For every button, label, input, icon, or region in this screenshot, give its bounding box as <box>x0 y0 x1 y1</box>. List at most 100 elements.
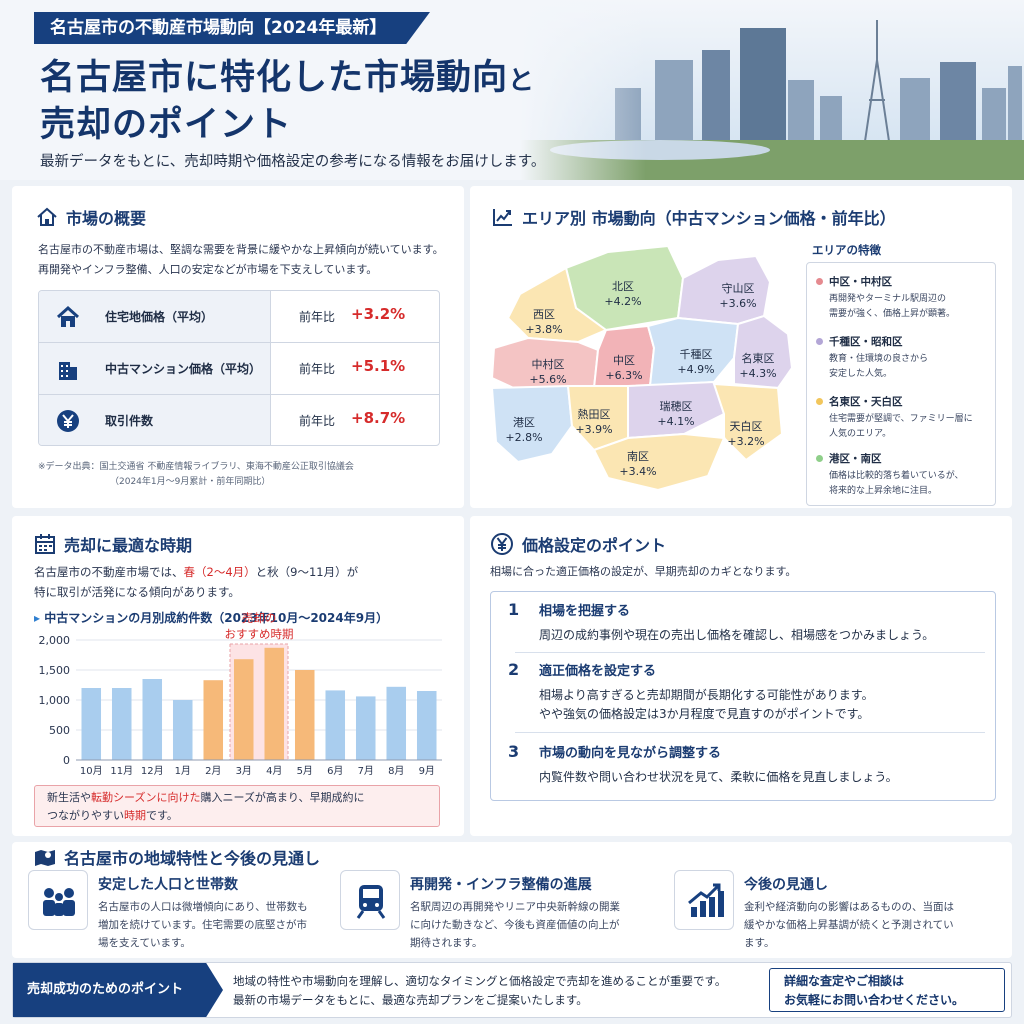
ward-name-label: 港区 <box>513 416 535 429</box>
ward-name-label: 瑞穂区 <box>660 399 693 413</box>
footer-text: 地域の特性や市場動向を理解し、適切なタイミングと価格設定で売却を進めることが重要… <box>233 974 727 1007</box>
ward-value-label: +3.4% <box>619 465 656 478</box>
ward-name-label: 中村区 <box>532 357 565 371</box>
y-tick-label: 2,000 <box>39 634 71 647</box>
yen-circle-icon <box>491 533 513 555</box>
legend-dot <box>816 338 823 345</box>
ward-name-label: 中区 <box>613 354 635 367</box>
page-subtitle: 最新データをもとに、売却時期や価格設定の参考になる情報をお届けします。 <box>40 154 546 170</box>
seasonal-note: 新生活や転勤シーズンに向けた購入ニーズが高まり、早期成約に つながりやすい時期で… <box>34 785 440 827</box>
y-tick-label: 500 <box>49 724 70 737</box>
monthly-sales-bar-chart: 0 500 1,000 1,500 2,000 10月 11月 12月 1月 2月 3月 4月 5月 6月… <box>39 611 442 777</box>
footer-tag: 売却成功のためのポイント <box>13 963 223 1017</box>
ward-name-label: 熱田区 <box>578 408 611 421</box>
ward-mizuho <box>627 380 726 440</box>
ward-name-label: 守山区 <box>722 281 755 295</box>
bar-5月 <box>294 670 315 760</box>
legend-dot <box>816 278 823 285</box>
bar-4月 <box>264 647 285 760</box>
trend-chart-icon <box>493 209 512 226</box>
area-legend-item: 千種区・昭和区 教育・住環境の良さから 安定した人気。 <box>816 334 991 382</box>
ward-value-label: +6.3% <box>605 369 642 382</box>
stat-row-transactions: 取引件数 前年比 +8.7% <box>39 395 439 445</box>
stat-row-land: 住宅地価格（平均） 前年比 +3.2% <box>39 291 439 343</box>
ward-meito <box>733 314 794 390</box>
bar-1月 <box>172 700 193 760</box>
ward-tempaku <box>712 382 784 462</box>
house-icon <box>56 305 80 327</box>
city-skyline-image <box>520 0 1024 180</box>
ward-nishi <box>506 266 609 344</box>
bar-12月 <box>142 679 163 760</box>
bar-9月 <box>416 691 437 760</box>
area-legend-title: エリアの特徴 <box>812 243 881 257</box>
x-tick-label: 9月 <box>419 765 435 777</box>
ward-value-label: +2.8% <box>505 431 542 444</box>
stat-value: +3.2% <box>351 305 406 323</box>
stat-row-condo: 中古マンション価格（平均） 前年比 +5.1% <box>39 343 439 395</box>
pricing-card <box>470 516 1012 836</box>
stat-value: +8.7% <box>351 409 406 427</box>
bar-7月 <box>355 696 376 760</box>
ward-name-label: 北区 <box>612 280 634 293</box>
x-tick-label: 5月 <box>297 765 313 777</box>
ward-value-label: +4.2% <box>604 295 641 308</box>
pricing-steps: 1 相場を把握する 周辺の成約事例や現在の売出し価格を確認し、相場感をつかみまし… <box>490 591 996 801</box>
x-tick-label: 8月 <box>388 765 404 777</box>
header-banner: 名古屋市の不動産市場動向【2024年最新】 名古屋市に特化した市場動向と 売却の… <box>0 0 1024 180</box>
pricing-heading: 価格設定のポイント <box>490 532 666 556</box>
train-icon <box>356 885 386 919</box>
x-tick-label: 6月 <box>327 765 343 777</box>
area-legend-item: 中区・中村区 再開発やターミナル駅周辺の 需要が強く、価格上昇が顕著。 <box>816 274 991 322</box>
x-tick-label: 12月 <box>141 765 164 777</box>
footer-banner: 売却成功のためのポイント 地域の特性や市場動向を理解し、適切なタイミングと価格設… <box>12 962 1012 1018</box>
bar-10月 <box>81 688 102 760</box>
area-legend-item: 港区・南区 価格は比較的落ち着いているが、 将来的な上昇余地に注目。 <box>816 451 991 499</box>
ward-value-label: +4.1% <box>657 415 694 428</box>
ward-name-label: 西区 <box>533 308 555 321</box>
bar-6月 <box>325 690 346 760</box>
page-title: 名古屋市に特化した市場動向と 売却のポイント <box>40 58 536 145</box>
ward-value-label: +4.9% <box>677 363 714 376</box>
header-tag: 名古屋市の不動産市場動向【2024年最新】 <box>34 12 430 44</box>
x-tick-label: 4月 <box>266 765 282 777</box>
yen-icon <box>57 410 79 432</box>
market-stats-table: 住宅地価格（平均） 前年比 +3.2% 中古マンション価格（平均） 前年比 +5… <box>38 290 440 446</box>
y-tick-label: 1,000 <box>39 694 71 707</box>
bar-3月 <box>233 659 254 760</box>
bar-11月 <box>111 688 132 760</box>
ward-minami <box>592 432 726 492</box>
x-tick-label: 7月 <box>358 765 374 777</box>
legend-dot <box>816 455 823 462</box>
market-overview-heading: 市場の概要 <box>36 205 146 229</box>
ward-chikusa <box>646 316 740 388</box>
y-tick-label: 1,500 <box>39 664 71 677</box>
feature-population: 安定した人口と世帯数 名古屋市の人口は微増傾向にあり、世帯数も増加を続けています… <box>28 870 318 952</box>
ward-value-label: +4.3% <box>739 367 776 380</box>
ward-value-label: +3.9% <box>575 423 612 436</box>
growth-chart-icon <box>688 883 724 917</box>
calendar-icon <box>35 534 55 554</box>
data-source-note: ※データ出典：国土交通省 不動産情報ライブラリ、東海不動産公正取引協議会 （20… <box>38 462 354 487</box>
bar-2月 <box>203 680 224 760</box>
legend-dot <box>816 398 823 405</box>
home-icon <box>37 207 57 226</box>
y-tick-label: 0 <box>63 754 70 767</box>
recommended-label-line1: 売却の <box>242 611 277 625</box>
stat-value: +5.1% <box>351 357 406 375</box>
x-tick-label: 1月 <box>175 765 191 777</box>
ward-name-label: 南区 <box>627 450 649 463</box>
feature-outlook: 今後の見通し 金利や経済動向の影響はあるものの、当面は緩やかな価格上昇基調が続く… <box>674 870 964 952</box>
area-trend-heading: エリア別 市場動向（中古マンション価格・前年比） <box>492 205 896 229</box>
ward-name-label: 千種区 <box>680 347 713 361</box>
nagoya-ward-map: 北区 +4.2% 守山区 +3.6% 西区 +3.8% 中村区 +5.6% 中区 +6.3% 千種区… <box>490 244 794 492</box>
x-tick-label: 10月 <box>80 765 103 777</box>
x-tick-label: 2月 <box>205 765 221 777</box>
area-feature-legend <box>806 262 996 506</box>
contact-cta[interactable]: 詳細な査定やご相談は お気軽にお問い合わせください。 <box>769 968 1005 1012</box>
ward-value-label: +3.2% <box>727 435 764 448</box>
ward-value-label: +5.6% <box>529 373 566 386</box>
map-pin-icon <box>35 850 55 866</box>
feature-infrastructure: 再開発・インフラ整備の進展 名駅周辺の再開発やリニア中央新幹線の開業に向けた動き… <box>340 870 630 952</box>
chart-heading: ▸ 中古マンションの月別成約件数（2023年10月〜2024年9月） <box>34 611 389 625</box>
